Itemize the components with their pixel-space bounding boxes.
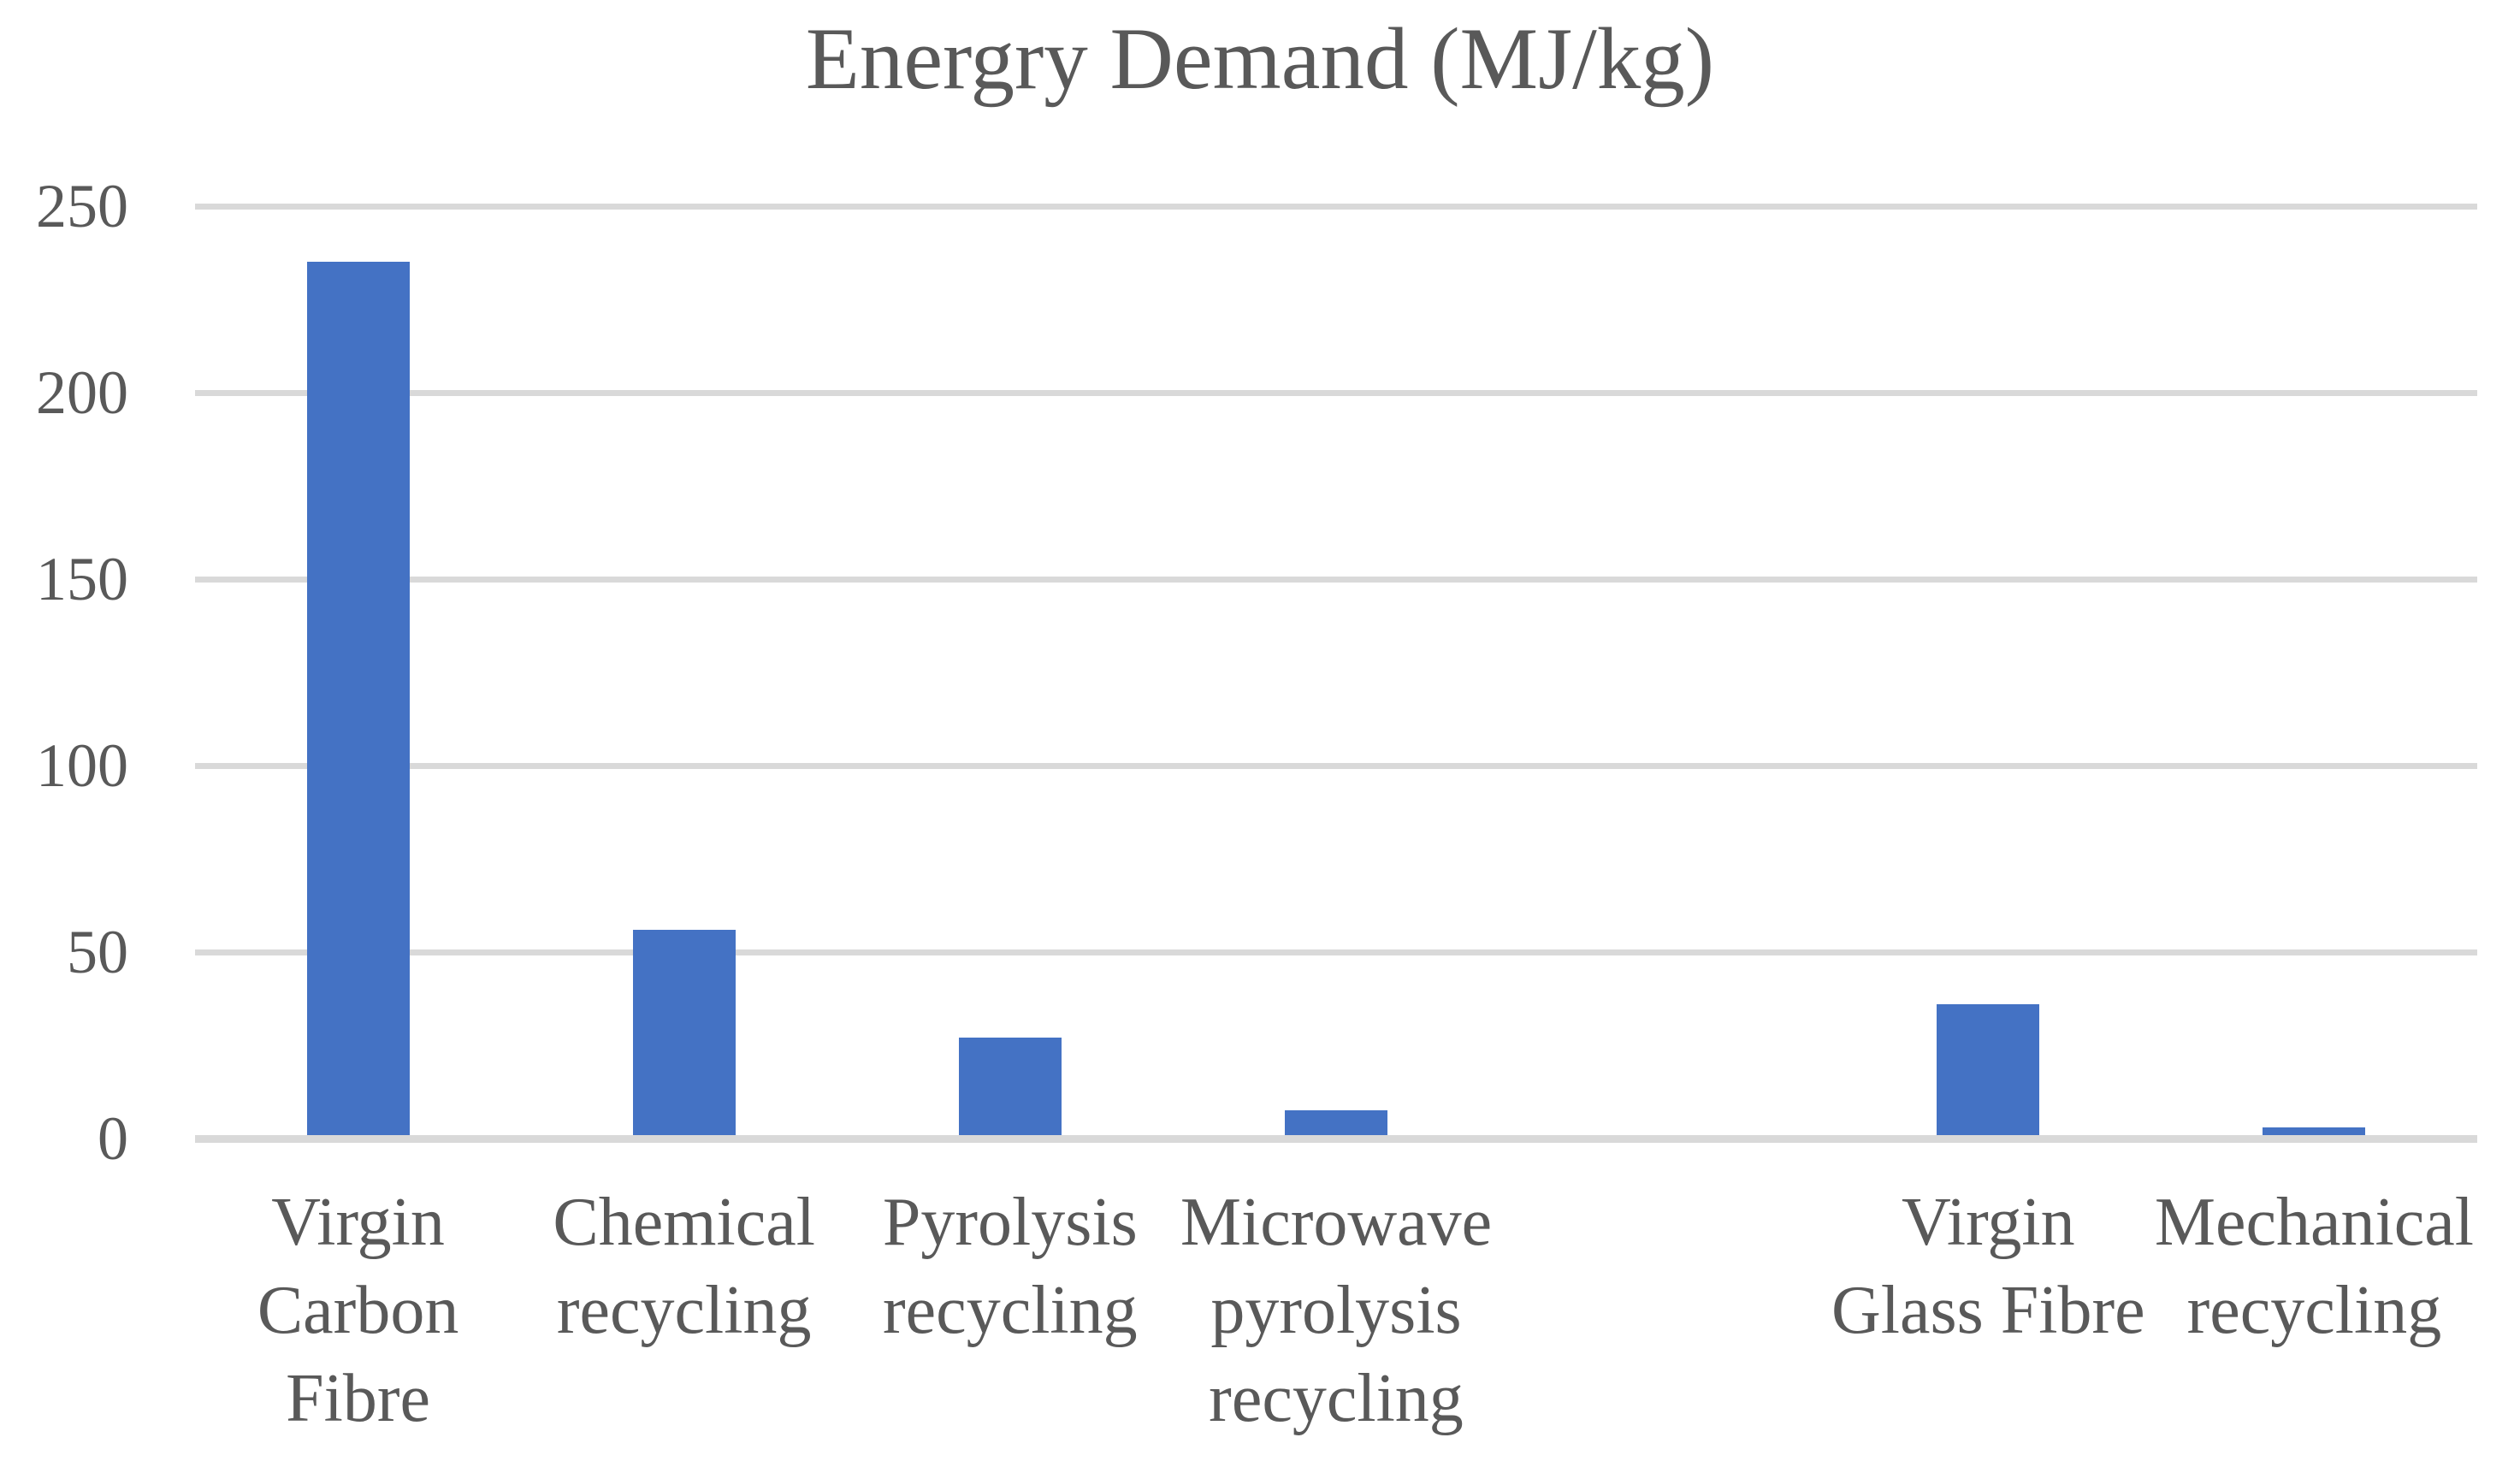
bar-chemical-recycling xyxy=(632,929,736,1139)
bar-pyrolysis-recycling xyxy=(958,1038,1062,1139)
x-axis-label-line: Virgin xyxy=(1901,1185,2075,1260)
x-axis-label-chemical-recycling: Chemical recycling xyxy=(521,1179,847,1355)
chart-title: Energry Demand (MJ/kg) xyxy=(805,10,1715,108)
bar-microwave-pyrolysis-recycling xyxy=(1285,1110,1387,1139)
gridline-y-250 xyxy=(195,203,2477,210)
bar-virgin-carbon-fibre xyxy=(306,262,410,1139)
x-axis-label-line: recycling xyxy=(883,1273,1138,1348)
x-axis-label-microwave-pyrolysis-recycling: Microwave pyrolysis recycling xyxy=(1173,1179,1499,1443)
x-axis-label-line: Microwave xyxy=(1180,1185,1493,1260)
x-axis-label-line: pyrolysis xyxy=(1210,1273,1462,1348)
x-axis-label-virgin-carbon-fibre: Virgin Carbon Fibre xyxy=(195,1179,521,1443)
y-axis-tick-label-100: 100 xyxy=(36,731,128,800)
y-axis-tick-label-200: 200 xyxy=(36,358,128,427)
y-axis-tick-label-250: 250 xyxy=(36,172,128,240)
y-axis-tick-label-50: 50 xyxy=(67,918,128,986)
x-axis-label-line: Glass Fibre xyxy=(1831,1273,2145,1348)
x-axis-label-pyrolysis-recycling: Pyrolysis recycling xyxy=(847,1179,1173,1355)
x-axis-label-line: recycling xyxy=(556,1273,812,1348)
x-axis-label-line: Fibre xyxy=(286,1361,430,1436)
x-axis-label-line: Pyrolysis xyxy=(882,1185,1138,1260)
y-axis-tick-label-150: 150 xyxy=(36,545,128,613)
x-axis-label-line: Virgin xyxy=(271,1185,445,1260)
x-axis-label-mechanical-recycling: Mechanical recycling xyxy=(2151,1179,2477,1355)
gridline-y-100 xyxy=(195,762,2477,769)
x-axis-label-virgin-glass-fibre: Virgin Glass Fibre xyxy=(1825,1179,2151,1355)
x-axis-baseline xyxy=(195,1134,2477,1143)
gridline-y-200 xyxy=(195,389,2477,396)
plot-area xyxy=(195,203,2477,1143)
gridline-y-50 xyxy=(195,949,2477,955)
x-axis-label-line: Carbon xyxy=(257,1273,459,1348)
x-axis-label-line: recycling xyxy=(2186,1273,2442,1348)
x-axis-label-line: recycling xyxy=(1209,1361,1464,1436)
y-axis-tick-label-0: 0 xyxy=(98,1104,128,1173)
bar-virgin-glass-fibre xyxy=(1937,1004,2040,1139)
x-axis-label-line: Mechanical xyxy=(2154,1185,2474,1260)
x-axis-label-line: Chemical xyxy=(553,1185,815,1260)
gridline-y-150 xyxy=(195,576,2477,583)
